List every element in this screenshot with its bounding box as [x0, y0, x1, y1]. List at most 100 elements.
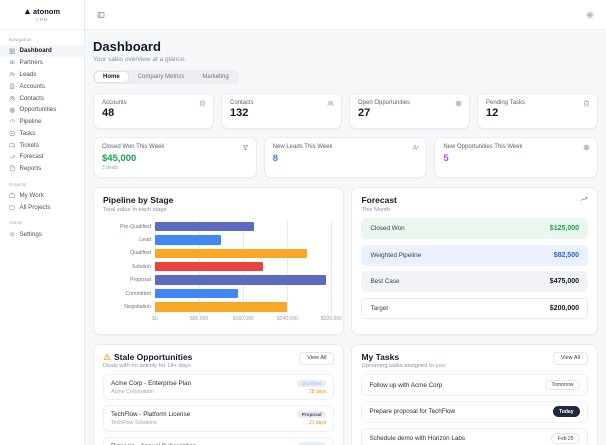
weekly-value: 5: [443, 152, 449, 164]
handshake-icon: [9, 59, 16, 66]
stale-opportunity-item[interactable]: Pinnacle - Annual Subscription Pinnacle …: [103, 436, 335, 445]
ticket-icon: [9, 142, 16, 149]
tasks-view-all-button[interactable]: View All: [552, 351, 588, 365]
sidebar-item[interactable]: My Work: [0, 190, 84, 202]
bar-track: [155, 221, 334, 232]
sidebar-section-items: Dashboard Partners Leads Accounts: [0, 45, 84, 175]
forecast-row-value: $200,000: [549, 304, 579, 312]
task-item[interactable]: Follow up with Acme Corp Tomorrow: [361, 374, 588, 396]
task-item[interactable]: Prepare proposal for TechFlow Today: [361, 400, 588, 423]
pipeline-bar: [155, 302, 288, 312]
sidebar-item-label: Settings: [19, 230, 42, 238]
task-name: Follow up with Acme Corp: [369, 381, 443, 389]
weekly-card: New Leads This Week 8: [263, 137, 428, 179]
sidebar-item-label: Accounts: [19, 82, 45, 90]
clipboard-icon: [583, 100, 590, 107]
stat-cards: Accounts 48 Contacts 132 Open Opportunit…: [93, 93, 598, 130]
bar-label: Pre-Qualified: [120, 223, 151, 230]
stale-title-row: Stale Opportunities: [103, 352, 192, 362]
gear-icon[interactable]: [586, 11, 594, 19]
sidebar-section: Admin Settings: [0, 221, 84, 240]
building-icon: [9, 83, 16, 90]
sidebar-item-label: Contacts: [19, 94, 44, 102]
pipeline-bar: [155, 235, 222, 245]
bar-track: [155, 302, 334, 312]
stat-label: Contacts: [230, 100, 254, 107]
opportunity-company: TechFlow Solutions: [111, 419, 157, 426]
sidebar-item[interactable]: Contacts: [0, 92, 84, 104]
forecast-row-value: $475,000: [549, 278, 579, 286]
stage-badge: Proposal: [296, 410, 327, 419]
stat-card: Contacts 132: [221, 93, 342, 130]
stale-days: 28 days: [308, 388, 327, 395]
stat-label: Pending Tasks: [486, 100, 525, 107]
my-tasks-panel: My Tasks Upcoming tasks assigned to you …: [351, 343, 598, 445]
forecast-panel: Forecast This Month Closed Won $125,000 …: [351, 187, 598, 335]
bar-row: Lead: [103, 233, 334, 246]
stale-opportunity-item[interactable]: Acme Corp - Enterprise Plan Acme Corpora…: [103, 374, 335, 401]
sidebar-item[interactable]: Reports: [0, 163, 84, 175]
stage-badge: Qualified: [296, 379, 327, 387]
sidebar-item[interactable]: Tickets: [0, 139, 84, 151]
sidebar-item[interactable]: Dashboard: [0, 45, 84, 57]
x-axis-tick: $240,000: [276, 315, 298, 322]
tab[interactable]: Home: [95, 72, 128, 83]
bar-row: Committed: [103, 287, 334, 300]
pipeline-chart: Pre-Qualified Lead Qualified Solution Propos…: [103, 219, 342, 325]
bar-track: [155, 248, 334, 259]
sidebar-item[interactable]: Settings: [0, 228, 84, 240]
forecast-row-value: $125,000: [549, 225, 579, 233]
sidebar-item[interactable]: Tasks: [0, 127, 84, 139]
stale-opportunity-item[interactable]: TechFlow - Platform License TechFlow Sol…: [103, 405, 335, 432]
weekly-card: New Opportunities This Week 5: [434, 137, 598, 179]
sidebar: atonom CRM Navigation Dashboard Partners: [0, 0, 85, 445]
sidebar-item[interactable]: Partners: [0, 57, 84, 69]
tab[interactable]: Company Metrics: [137, 74, 185, 81]
stale-subtitle: Deals with no activity for 14+ days: [103, 363, 191, 370]
stat-value: 132: [230, 107, 249, 120]
x-axis-tick: $80,000: [190, 315, 209, 322]
stale-view-all-button[interactable]: View All: [299, 351, 335, 365]
briefcase-icon: [9, 192, 16, 199]
sidebar-section-items: Settings: [0, 228, 84, 240]
tasks-subtitle: Upcoming tasks assigned to you: [361, 363, 445, 370]
bar-row: Solution: [103, 260, 334, 273]
sidebar-section-label: Projects: [9, 182, 27, 188]
app-logo: atonom CRM: [0, 0, 84, 30]
sidebar-item[interactable]: All Projects: [0, 201, 84, 213]
bottom-panels: Stale Opportunities Deals with no activi…: [93, 343, 598, 445]
sidebar-section-items: My Work All Projects: [0, 190, 84, 214]
sidebar-item[interactable]: Pipeline: [0, 116, 84, 128]
pipeline-bar: [155, 261, 263, 272]
x-axis-tick: $0: [152, 315, 158, 322]
sidebar-item-label: All Projects: [19, 203, 51, 211]
task-name: Prepare proposal for TechFlow: [369, 408, 456, 416]
bar-track: [155, 235, 334, 245]
logo-icon: [24, 8, 31, 15]
target-icon: [9, 107, 16, 114]
sidebar-item[interactable]: Forecast: [0, 151, 84, 163]
task-item[interactable]: Schedule demo with Horizon Labs Feb 25: [361, 427, 588, 445]
sidebar-item[interactable]: Accounts: [0, 80, 84, 92]
bar-track: [155, 261, 334, 272]
target-icon: [583, 144, 590, 151]
file-icon: [9, 165, 16, 172]
weekly-value: $45,000: [102, 152, 137, 164]
tab[interactable]: Marketing: [202, 74, 229, 81]
sidebar-section: Navigation Dashboard Partners Leads: [0, 38, 84, 175]
sidebar-toggle-icon[interactable]: [97, 11, 105, 19]
sidebar-item[interactable]: Leads: [0, 69, 84, 81]
chart-x-axis: $0 $80,000 $160,000 $240,000 $320,000: [152, 315, 342, 325]
page-subtitle: Your sales overview at a glance.: [93, 56, 186, 63]
weekly-sub: 3 deals: [102, 165, 119, 172]
users-icon: [327, 100, 334, 107]
target-icon: [455, 100, 462, 107]
forecast-subtitle: This Month: [361, 206, 391, 213]
stat-card: Accounts 48: [93, 93, 214, 130]
bar-label: Solution: [131, 263, 151, 270]
task-list: Follow up with Acme Corp Tomorrow Prepar…: [361, 374, 588, 445]
tasks-title: My Tasks: [361, 351, 400, 362]
sidebar-item[interactable]: Opportunities: [0, 104, 84, 116]
bar-track: [155, 275, 334, 285]
bar-label: Committed: [125, 290, 151, 297]
